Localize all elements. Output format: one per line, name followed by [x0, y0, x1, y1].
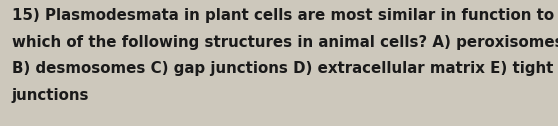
Text: which of the following structures in animal cells? A) peroxisomes: which of the following structures in ani…: [12, 35, 558, 50]
Text: 15) Plasmodesmata in plant cells are most similar in function to: 15) Plasmodesmata in plant cells are mos…: [12, 8, 554, 23]
Text: junctions: junctions: [12, 87, 89, 102]
Text: B) desmosomes C) gap junctions D) extracellular matrix E) tight: B) desmosomes C) gap junctions D) extrac…: [12, 61, 554, 76]
